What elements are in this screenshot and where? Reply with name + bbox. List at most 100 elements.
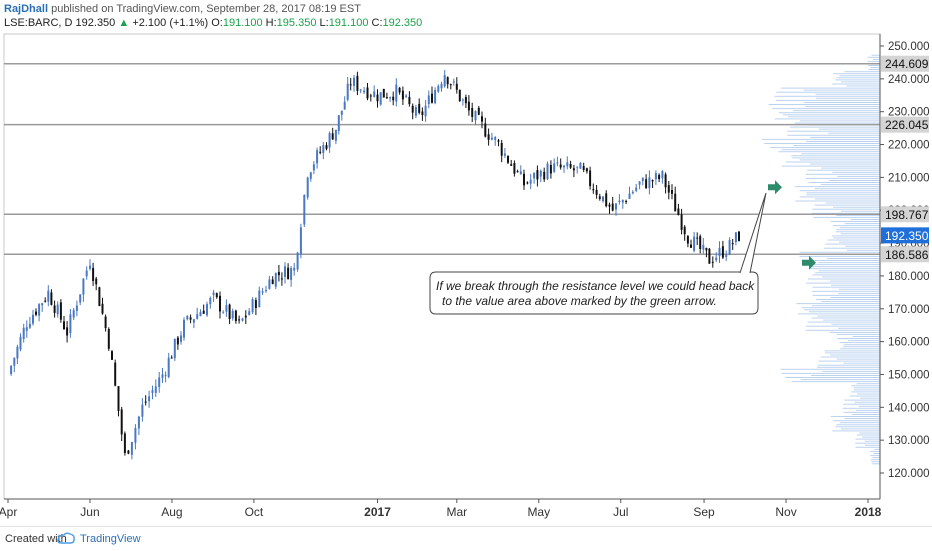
candle-body bbox=[212, 292, 215, 296]
x-axis[interactable]: Apr Jun Aug Oct 2017 Mar May Jul Sep Nov 2018 bbox=[0, 498, 882, 519]
candle-body bbox=[523, 173, 525, 186]
candle-body bbox=[271, 279, 274, 285]
candle-body bbox=[553, 163, 556, 172]
candle-body bbox=[615, 203, 617, 210]
high-value: 195.350 bbox=[276, 17, 317, 29]
open-label: O: bbox=[211, 17, 223, 29]
volume-profile-bar bbox=[825, 352, 880, 354]
volume-profile-bar bbox=[818, 270, 880, 272]
volume-profile-bar bbox=[851, 391, 880, 393]
candle-body bbox=[658, 174, 661, 179]
candle-body bbox=[111, 351, 113, 360]
candle-body bbox=[728, 240, 731, 255]
volume-profile-bar bbox=[836, 358, 880, 360]
volume-profile-bar bbox=[867, 65, 880, 66]
candle-body bbox=[328, 133, 331, 148]
annotation-callout[interactable]: If we break through the resistance level… bbox=[429, 192, 767, 315]
author-link[interactable]: RajDhall bbox=[4, 3, 49, 15]
candle-body bbox=[334, 129, 337, 141]
volume-profile-bar bbox=[840, 233, 880, 235]
volume-profile-bar bbox=[854, 401, 880, 403]
last-price: 192.350 bbox=[75, 17, 116, 29]
candle-body bbox=[398, 87, 401, 93]
candle-body bbox=[592, 189, 595, 191]
volume-profile-bar bbox=[799, 159, 880, 161]
callout-line-2: to the value area above marked by the gr… bbox=[442, 294, 717, 308]
volume-profile-bar bbox=[843, 411, 880, 413]
candle-body bbox=[268, 279, 271, 289]
volume-profile-bar bbox=[835, 79, 880, 81]
tradingview-link[interactable]: TradingView bbox=[80, 533, 141, 545]
volume-profile-bar bbox=[859, 432, 880, 434]
y-tick-label: 220.000 bbox=[888, 140, 930, 152]
candle-body bbox=[513, 163, 516, 174]
x-tick-label: 2017 bbox=[364, 505, 391, 519]
candle-body bbox=[718, 247, 721, 257]
volume-profile-bar bbox=[843, 403, 880, 405]
volume-profile-bar bbox=[824, 350, 880, 352]
volume-profile-bar bbox=[842, 346, 880, 348]
candle-body bbox=[183, 319, 185, 338]
volume-profile-bar bbox=[832, 225, 880, 227]
candle-body bbox=[519, 171, 522, 175]
y-axis[interactable]: 120.000 130.000 140.000 150.000 160.000 170.0… bbox=[879, 34, 930, 499]
volume-profile-bar bbox=[855, 438, 880, 440]
volume-profile-bar bbox=[822, 276, 880, 278]
candle-body bbox=[41, 303, 44, 306]
volume-profile-bar bbox=[830, 221, 880, 222]
candle-body bbox=[536, 170, 539, 180]
candle-body bbox=[104, 316, 107, 329]
candle-body bbox=[461, 99, 464, 101]
callout-line-1: If we break through the resistance level… bbox=[436, 279, 755, 293]
candle-body bbox=[549, 165, 552, 174]
plot-area[interactable] bbox=[3, 33, 881, 500]
candle-body bbox=[161, 374, 164, 378]
candle-body bbox=[437, 86, 440, 92]
volume-profile-bar bbox=[832, 83, 880, 85]
volume-profile-bar bbox=[778, 151, 880, 153]
volume-profile-bar bbox=[795, 186, 880, 188]
candle-body bbox=[299, 227, 302, 255]
open-value: 191.100 bbox=[222, 17, 263, 29]
volume-profile-bar bbox=[781, 372, 880, 374]
candle-body bbox=[261, 291, 264, 293]
candle-body bbox=[123, 433, 126, 453]
candle-body bbox=[638, 181, 641, 185]
candle-body bbox=[424, 105, 427, 117]
volume-profile-bar bbox=[769, 147, 880, 149]
volume-profile-bar bbox=[816, 366, 880, 368]
candle-body bbox=[303, 195, 306, 225]
candle-body bbox=[507, 156, 509, 163]
volume-profile-bar bbox=[774, 118, 880, 120]
candle-body bbox=[101, 303, 104, 314]
volume-profile-bar bbox=[839, 227, 880, 229]
volume-profile-bar bbox=[817, 315, 880, 317]
green-arrow-icon bbox=[802, 255, 816, 270]
candle-body bbox=[563, 165, 565, 168]
volume-profile-bar bbox=[855, 409, 880, 411]
candle-body bbox=[711, 261, 714, 263]
volume-profile-bar bbox=[870, 455, 880, 457]
candle-body bbox=[72, 310, 75, 318]
volume-profile-bar bbox=[811, 375, 880, 376]
volume-profile-bar bbox=[782, 114, 880, 116]
candle-body bbox=[274, 273, 277, 287]
volume-profile-bar bbox=[808, 182, 880, 183]
volume-profile-bar bbox=[793, 110, 880, 112]
candle-body bbox=[481, 116, 483, 122]
volume-profile-bar bbox=[780, 368, 880, 370]
footer-bar: Created with TradingView bbox=[0, 526, 932, 551]
last-price-label: 192.350 bbox=[885, 229, 929, 243]
candle-body bbox=[340, 110, 343, 115]
volume-profile-bar bbox=[814, 204, 880, 206]
symbol-name[interactable]: LSE:BARC, D bbox=[4, 17, 73, 29]
candle-body bbox=[209, 298, 212, 305]
candle-body bbox=[458, 89, 461, 101]
volume-profile-bar bbox=[840, 348, 880, 350]
candle-body bbox=[280, 278, 283, 280]
price-chart[interactable]: 120.000 130.000 140.000 150.000 160.000 170.0… bbox=[0, 0, 932, 526]
volume-profile-bar bbox=[810, 266, 880, 268]
up-triangle-icon: ▲ bbox=[118, 17, 130, 29]
volume-profile-bar bbox=[816, 97, 880, 99]
volume-profile-bar bbox=[844, 399, 880, 401]
